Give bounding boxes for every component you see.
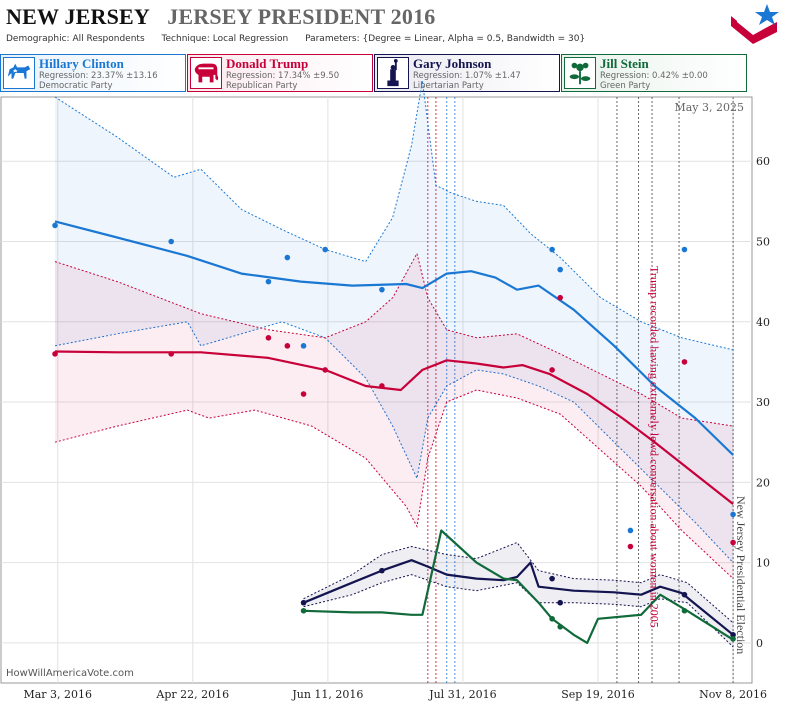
y-tick-label: 60: [756, 155, 770, 168]
candidate-party: Green Party: [600, 81, 651, 91]
candidate-party: Libertarian Party: [413, 81, 484, 91]
technique-value: Local Regression: [212, 34, 289, 44]
poll-point: [557, 599, 563, 606]
parameters-line: Demographic: All Respondents Technique: …: [6, 34, 585, 44]
elephant-icon: [190, 57, 222, 89]
legend-card-trump[interactable]: Donald Trump Regression: 17.34% ±9.50 Re…: [187, 54, 373, 92]
poll-point: [681, 607, 688, 614]
upper-bound-line: [303, 541, 734, 624]
donkey-icon: [3, 57, 35, 89]
y-tick-label: 10: [756, 557, 770, 570]
demographic-label: Demographic:: [6, 34, 70, 44]
x-tick-label: Nov 8, 2016: [699, 688, 767, 701]
parameters-value: {Degree = Linear, Alpha = 0.5, Bandwidth…: [362, 34, 586, 44]
candidate-party: Democratic Party: [39, 81, 113, 91]
poll-point: [681, 359, 688, 365]
x-tick-label: Mar 3, 2016: [23, 688, 92, 701]
event-annotation: New Jersey Presidential Election: [734, 496, 748, 654]
x-tick-label: Sep 19, 2016: [561, 688, 635, 701]
candidate-name: Gary Johnson: [413, 56, 492, 71]
candidate-name: Hillary Clinton: [39, 56, 124, 71]
poll-point: [681, 246, 688, 253]
poll-point: [730, 632, 736, 638]
poll-point: [557, 266, 563, 273]
poll-point: [300, 607, 307, 614]
x-tick-label: Jul 31, 2016: [428, 688, 497, 701]
poll-point: [52, 222, 58, 229]
poll-point: [730, 511, 736, 518]
poll-point: [549, 575, 555, 582]
race-title: JERSEY PRESIDENT 2016: [167, 4, 436, 29]
y-tick-label: 40: [756, 316, 770, 329]
y-tick-label: 50: [756, 235, 770, 248]
candidate-name: Donald Trump: [226, 56, 309, 71]
lower-bound-line: [54, 389, 734, 579]
trend-line: [54, 350, 734, 505]
poll-point: [557, 624, 563, 630]
trend-line: [303, 529, 734, 644]
confidence-band: [303, 542, 734, 647]
trend-line: [54, 220, 734, 456]
legend-card-stein[interactable]: Jill Stein Regression: 0.42% ±0.00 Green…: [561, 54, 747, 92]
candidate-regression: Regression: 1.07% ±1.47: [413, 71, 521, 81]
candidate-regression: Regression: 23.37% ±13.16: [39, 71, 158, 81]
poll-point: [379, 383, 385, 389]
y-tick-label: 30: [756, 396, 770, 409]
technique-label: Technique:: [161, 34, 210, 44]
candidate-regression: Regression: 0.42% ±0.00: [600, 71, 708, 81]
x-tick-label: Jun 11, 2016: [291, 688, 363, 701]
poll-point: [300, 343, 307, 349]
candidate-legend: Hillary Clinton Regression: 23.37% ±13.1…: [0, 54, 789, 94]
poll-point: [627, 543, 634, 550]
y-tick-label: 20: [756, 476, 770, 489]
poll-point: [265, 335, 272, 341]
poll-point: [300, 599, 307, 606]
poll-point: [168, 238, 174, 245]
poll-point: [730, 539, 736, 546]
y-tick-label: 0: [756, 637, 763, 650]
x-tick-label: Apr 22, 2016: [155, 688, 229, 701]
confidence-band: [55, 253, 734, 579]
poll-point: [284, 254, 291, 261]
poll-point: [379, 567, 385, 574]
demographic-value: All Respondents: [72, 34, 145, 44]
legend-card-clinton[interactable]: Hillary Clinton Regression: 23.37% ±13.1…: [0, 54, 186, 92]
date-stamp: May 3, 2025: [674, 101, 744, 114]
upper-bound-line: [54, 252, 734, 427]
stars-and-stripes-logo-icon: [731, 4, 779, 44]
poll-point: [549, 615, 555, 622]
poll-point: [681, 591, 688, 598]
poll-point: [549, 367, 555, 373]
confidence-band: [55, 80, 734, 563]
poll-point: [284, 343, 291, 349]
lower-bound-line: [54, 321, 734, 563]
poll-point: [379, 286, 385, 293]
poll-point: [627, 527, 634, 534]
poll-point: [265, 278, 272, 285]
parameters-label: Parameters:: [305, 34, 360, 44]
statue-of-liberty-icon: [377, 57, 409, 89]
candidate-name: Jill Stein: [600, 56, 649, 71]
candidate-regression: Regression: 17.34% ±9.50: [226, 71, 340, 81]
candidate-party: Republican Party: [226, 81, 298, 91]
site-watermark: HowWillAmericaVote.com: [6, 668, 134, 679]
flower-icon: [564, 57, 596, 89]
poll-point: [322, 246, 328, 253]
poll-point: [557, 294, 563, 301]
poll-point: [322, 367, 328, 373]
legend-card-johnson[interactable]: Gary Johnson Regression: 1.07% ±1.47 Lib…: [374, 54, 560, 92]
poll-point: [730, 636, 736, 642]
poll-point: [168, 351, 174, 357]
trend-line: [303, 559, 734, 636]
chart-title: NEW JERSEY JERSEY PRESIDENT 2016: [6, 4, 435, 30]
poll-point: [549, 246, 555, 253]
state-title: NEW JERSEY: [6, 4, 151, 29]
event-annotation: Trump recorded having extremely lewd con…: [648, 266, 662, 628]
poll-point: [52, 351, 58, 357]
poll-point: [300, 391, 307, 397]
